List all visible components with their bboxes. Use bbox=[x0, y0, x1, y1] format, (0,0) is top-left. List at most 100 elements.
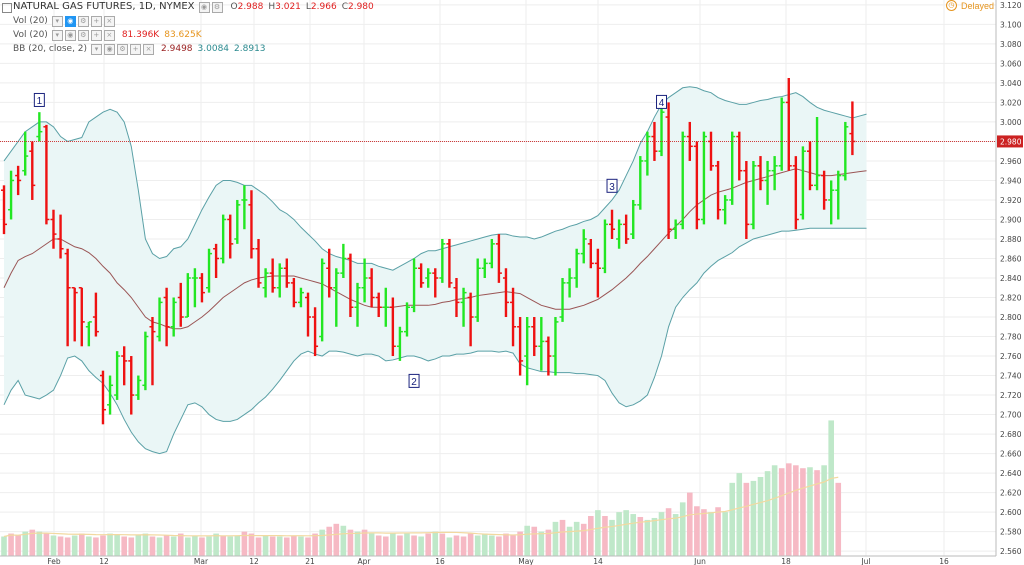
volume-bar bbox=[481, 533, 488, 556]
ohlc-bar bbox=[757, 156, 764, 191]
close-icon[interactable]: × bbox=[103, 15, 115, 27]
ohlc-bar bbox=[114, 351, 121, 400]
volume-bar bbox=[510, 535, 516, 556]
volume-bar bbox=[93, 537, 99, 556]
wave-label-text: 2 bbox=[411, 377, 417, 388]
volume-bar bbox=[573, 521, 580, 556]
ohlc-bar bbox=[255, 238, 262, 288]
delayed-status[interactable]: ◷ Delayed bbox=[945, 0, 994, 11]
volume-bar bbox=[298, 536, 304, 556]
volume-bar bbox=[107, 533, 113, 556]
open-label: O bbox=[230, 2, 238, 12]
time-tick-label: 14 bbox=[593, 557, 603, 565]
volume-bar bbox=[679, 502, 686, 556]
settings-icon[interactable]: ⚙ bbox=[77, 29, 89, 41]
volume-bar bbox=[559, 519, 566, 556]
bb-indicator-label[interactable]: BB (20, close, 2) bbox=[13, 44, 88, 54]
time-tick-label: Mar bbox=[194, 557, 209, 565]
ohlc-bar bbox=[559, 278, 566, 322]
volume-bar bbox=[460, 536, 467, 556]
settings-icon[interactable]: ⚙ bbox=[117, 43, 129, 55]
eye-icon[interactable]: ◉ bbox=[64, 29, 76, 41]
plus-icon[interactable]: + bbox=[130, 43, 142, 55]
eye-icon[interactable]: ◉ bbox=[64, 15, 76, 27]
volume-bar bbox=[43, 533, 50, 556]
ohlc-bar bbox=[241, 185, 248, 230]
settings-icon[interactable]: ⚙ bbox=[77, 15, 89, 27]
price-axis[interactable]: 3.120 3.100 3.080 3.060 3.040 3.020 3.000 2.980… bbox=[995, 0, 1024, 565]
volume-bar bbox=[291, 535, 297, 556]
volume-bar bbox=[729, 482, 736, 556]
time-tick-label: May bbox=[518, 557, 534, 565]
volume-bar bbox=[227, 536, 234, 556]
price-tick-label: 2.620 bbox=[1000, 489, 1022, 498]
time-axis[interactable]: Feb 12 Mar 12 21 Apr 16 May 14 Jun 18 Jul 16 bbox=[0, 555, 996, 565]
ohlc-bar bbox=[142, 331, 149, 391]
volume-bar bbox=[121, 536, 127, 556]
chevron-down-icon[interactable]: ▾ bbox=[51, 29, 63, 41]
ohlc-bar bbox=[57, 214, 64, 259]
ohlc-bar bbox=[700, 131, 707, 225]
low-value: 2.966 bbox=[310, 2, 337, 12]
volume-bar bbox=[213, 533, 219, 556]
volume-bar bbox=[722, 512, 728, 556]
vol-indicator-label[interactable]: Vol (20) bbox=[13, 30, 48, 40]
volume-bar bbox=[241, 531, 248, 556]
eye-icon[interactable]: ◉ bbox=[198, 1, 210, 13]
close-icon[interactable]: × bbox=[103, 29, 115, 41]
volume-bar bbox=[276, 536, 283, 556]
chevron-down-icon[interactable]: ▾ bbox=[51, 15, 63, 27]
vol-indicator-label[interactable]: Vol (20) bbox=[13, 16, 48, 26]
time-tick-label: Apr bbox=[358, 557, 372, 565]
volume-bar bbox=[701, 509, 707, 556]
settings-icon[interactable]: ⚙ bbox=[211, 1, 223, 13]
volume-bar bbox=[255, 537, 262, 556]
volume-bar bbox=[715, 507, 721, 556]
ohlc-bar bbox=[50, 209, 57, 249]
delayed-label: Delayed bbox=[960, 0, 994, 11]
volume-bar bbox=[800, 468, 806, 556]
wave-label-text: 4 bbox=[659, 98, 665, 109]
price-tick-label: 2.940 bbox=[1000, 176, 1022, 185]
plus-icon[interactable]: + bbox=[90, 15, 102, 27]
ohlc-bar bbox=[319, 258, 326, 342]
chevron-down-icon[interactable]: ▾ bbox=[91, 43, 103, 55]
close-label: C bbox=[341, 2, 348, 12]
ohlc-bar bbox=[524, 317, 531, 386]
volume-bar bbox=[262, 535, 269, 556]
legend-vol-row-1: Vol (20) ▾ ◉ ⚙ + × bbox=[13, 14, 374, 28]
clock-icon: ◷ bbox=[945, 0, 957, 11]
volume-bar bbox=[793, 465, 799, 556]
ohlc-bar bbox=[283, 258, 290, 288]
ohlc-bar bbox=[411, 258, 418, 313]
volume-bar bbox=[566, 526, 573, 556]
ohlc-bar bbox=[467, 292, 474, 347]
close-icon[interactable]: × bbox=[143, 43, 155, 55]
volume-bar bbox=[778, 468, 785, 556]
ohlc-bar bbox=[92, 292, 99, 337]
volume-bar bbox=[609, 519, 615, 556]
ohlc-bar bbox=[368, 268, 375, 308]
symbol-title[interactable]: NATURAL GAS FUTURES, 1D, NYMEX bbox=[13, 1, 195, 12]
ohlc-bar bbox=[354, 282, 361, 327]
ohlc-bar bbox=[149, 317, 156, 386]
collapse-legend-button[interactable] bbox=[2, 3, 12, 13]
plus-icon[interactable]: + bbox=[90, 29, 102, 41]
volume-bar bbox=[552, 521, 559, 556]
price-tick-label: 2.880 bbox=[1000, 235, 1022, 244]
volume-bar bbox=[651, 517, 658, 556]
wave-label-4: 4 bbox=[656, 94, 668, 109]
volume-bar bbox=[135, 535, 142, 556]
ohlc-bar bbox=[213, 243, 220, 278]
volume-bar bbox=[50, 535, 57, 556]
ohlc-bar bbox=[814, 117, 821, 191]
ohlc-bar bbox=[722, 195, 729, 225]
bb-lower-value: 2.8913 bbox=[234, 44, 266, 54]
price-tick-label: 2.720 bbox=[1000, 391, 1022, 400]
eye-icon[interactable]: ◉ bbox=[104, 43, 116, 55]
volume-bar bbox=[630, 514, 637, 556]
volume-bar bbox=[489, 535, 495, 556]
annotations: 1 2 3 4 bbox=[33, 92, 668, 388]
ohlc-bar bbox=[276, 263, 283, 298]
